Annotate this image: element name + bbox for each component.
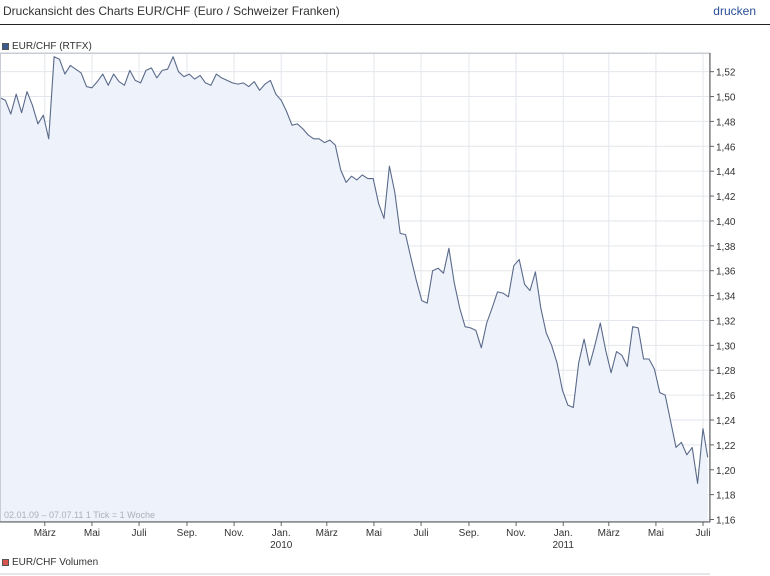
x-tick-label: Sep. — [177, 528, 198, 539]
x-tick-label: Sep. — [459, 528, 480, 539]
y-tick-label: 1,18 — [716, 491, 736, 502]
y-tick-label: 1,52 — [716, 68, 736, 79]
y-tick-label: 1,30 — [716, 341, 736, 352]
y-tick-label: 1,36 — [716, 267, 736, 278]
y-tick-label: 1,20 — [716, 466, 736, 477]
chart-range-info: 02.01.09 – 07.07.11 1 Tick = 1 Woche — [4, 510, 155, 520]
x-tick-label: Juli — [414, 528, 429, 539]
y-tick-label: 1,26 — [716, 391, 736, 402]
x-tick-label: Juli — [132, 528, 147, 539]
x-tick-label: Juli — [696, 528, 711, 539]
x-tick-label: Jan. — [272, 528, 291, 539]
x-tick-label: Nov. — [506, 528, 526, 539]
x-tick-label: Mai — [84, 528, 100, 539]
volume-legend-swatch — [2, 558, 9, 566]
x-tick-label: Nov. — [224, 528, 244, 539]
y-tick-label: 1,40 — [716, 217, 736, 228]
y-tick-label: 1,32 — [716, 316, 736, 327]
price-legend-swatch — [2, 42, 9, 50]
x-tick-year-label: 2010 — [270, 540, 293, 551]
y-tick-label: 1,24 — [716, 416, 736, 427]
x-tick-label: Mai — [366, 528, 382, 539]
y-tick-label: 1,48 — [716, 117, 736, 128]
x-tick-label: Jan. — [554, 528, 573, 539]
x-tick-year-label: 2011 — [552, 540, 574, 551]
page-header: Druckansicht des Charts EUR/CHF (Euro / … — [0, 0, 770, 25]
y-tick-label: 1,42 — [716, 192, 736, 203]
x-tick-label: Mai — [648, 528, 664, 539]
y-tick-label: 1,50 — [716, 93, 736, 104]
y-tick-label: 1,38 — [716, 242, 736, 253]
y-tick-label: 1,16 — [716, 516, 736, 527]
y-tick-label: 1,46 — [716, 142, 736, 153]
y-tick-label: 1,22 — [716, 441, 736, 452]
print-link[interactable]: drucken — [713, 4, 756, 18]
price-legend: EUR/CHF (RTFX) — [2, 41, 92, 52]
page-title: Druckansicht des Charts EUR/CHF (Euro / … — [3, 4, 340, 18]
y-tick-label: 1,28 — [716, 366, 736, 377]
volume-legend-label: EUR/CHF Volumen — [12, 557, 99, 568]
volume-legend: EUR/CHF Volumen — [2, 557, 98, 568]
y-tick-label: 1,34 — [716, 292, 736, 303]
x-tick-label: März — [598, 528, 620, 539]
y-tick-label: 1,44 — [716, 167, 736, 178]
price-line — [0, 56, 709, 484]
price-area — [0, 56, 708, 522]
price-legend-label: EUR/CHF (RTFX) — [12, 41, 92, 52]
x-tick-label: März — [34, 528, 56, 539]
x-tick-label: März — [316, 528, 338, 539]
